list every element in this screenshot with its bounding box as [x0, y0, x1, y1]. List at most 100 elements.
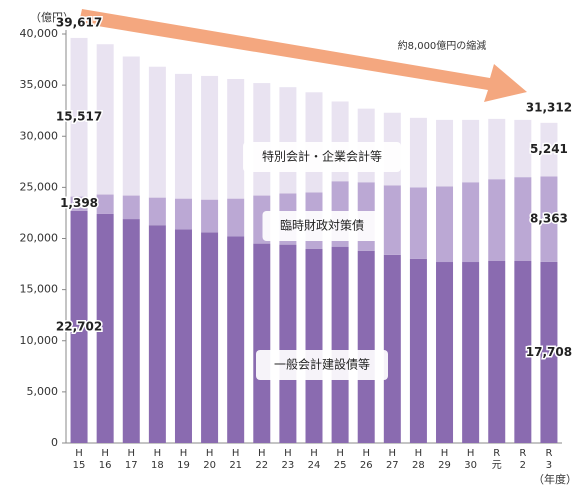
bar-segment — [227, 236, 245, 443]
y-tick-label: 10,000 — [20, 334, 59, 347]
total-label: 31,312 — [526, 100, 572, 114]
y-tick-label: 25,000 — [20, 180, 59, 193]
x-tick-label: H — [75, 448, 83, 459]
bar-segment — [148, 225, 166, 443]
bar-segment — [96, 194, 114, 214]
x-tick-label: H — [336, 448, 344, 459]
value-label: 22,702 — [56, 319, 102, 333]
y-tick-label: 0 — [51, 436, 58, 449]
x-tick-label: H — [258, 448, 266, 459]
bar-segment — [279, 87, 297, 194]
bar-segment — [253, 83, 271, 196]
bar-segment — [96, 44, 114, 195]
x-unit: （年度） — [533, 472, 577, 486]
x-tick-label: R — [545, 448, 552, 459]
bar-segment — [70, 210, 88, 443]
x-tick-label: H — [180, 448, 188, 459]
bar-segment — [488, 260, 506, 443]
bar-segment — [201, 75, 219, 200]
x-tick-label: R — [519, 448, 526, 459]
bar-segment — [409, 187, 427, 259]
bar-segment — [436, 262, 454, 443]
bar-segment — [540, 176, 558, 262]
bar-segment — [253, 243, 271, 443]
bar-segment — [357, 250, 375, 443]
bar-segment — [305, 248, 323, 443]
x-tick-label: 29 — [438, 460, 451, 471]
y-tick-label: 35,000 — [20, 78, 59, 91]
x-tick-label: 20 — [203, 460, 216, 471]
bar-segment — [122, 219, 140, 443]
x-tick-label: H — [232, 448, 240, 459]
bar-segment — [462, 262, 480, 443]
bar-segment — [540, 261, 558, 443]
x-tick-label: 19 — [177, 460, 190, 471]
series-label-box — [256, 350, 388, 380]
x-tick-label: H — [206, 448, 214, 459]
x-tick-label: 15 — [73, 460, 86, 471]
x-tick-label: 3 — [546, 460, 552, 471]
x-tick-label: 23 — [282, 460, 295, 471]
bar-segment — [514, 177, 532, 261]
x-tick-label: 18 — [151, 460, 164, 471]
series-label-box — [262, 211, 382, 241]
bar-segment — [70, 196, 88, 211]
x-tick-label: 28 — [412, 460, 425, 471]
bar-segment — [174, 198, 192, 230]
value-label: 1,398 — [60, 196, 98, 210]
bar-segment — [488, 179, 506, 261]
x-tick-label: R — [493, 448, 500, 459]
value-label: 5,241 — [530, 142, 568, 156]
y-unit: （億円） — [30, 11, 74, 24]
bar-segment — [122, 56, 140, 196]
y-tick-label: 20,000 — [20, 232, 59, 245]
series-label: 一般会計建設債等 — [274, 357, 370, 372]
bar-segment — [279, 244, 297, 443]
x-tick-label: H — [362, 448, 370, 459]
bar-segment — [409, 117, 427, 188]
total-label: 39,617 — [56, 15, 102, 29]
x-tick-label: H — [310, 448, 318, 459]
bar-segment — [174, 73, 192, 199]
x-tick-label: 17 — [125, 460, 138, 471]
bar-segment — [462, 182, 480, 263]
x-tick-label: 24 — [308, 460, 321, 471]
x-tick-label: H — [415, 448, 423, 459]
x-tick-label: H — [154, 448, 162, 459]
bar-segment — [201, 199, 219, 233]
y-tick-label: 15,000 — [20, 283, 59, 296]
x-tick-label: 2 — [520, 460, 526, 471]
series-label: 特別会計・企業会計等 — [262, 149, 382, 164]
x-tick-label: 30 — [464, 460, 477, 471]
x-tick-label: H — [127, 448, 135, 459]
value-label: 15,517 — [56, 110, 102, 124]
bar-segment — [488, 118, 506, 180]
y-tick-label: 40,000 — [20, 27, 59, 40]
value-label: 8,363 — [530, 212, 568, 226]
bar-segment — [383, 254, 401, 443]
x-tick-label: 22 — [255, 460, 268, 471]
x-tick-label: H — [441, 448, 449, 459]
bar-segment — [96, 213, 114, 443]
x-tick-label: 21 — [229, 460, 242, 471]
bar-segment — [331, 246, 349, 443]
bar-segment — [122, 195, 140, 220]
series-label: 臨時財政対策債 — [280, 218, 364, 233]
series-label-box — [243, 142, 401, 172]
bar-segment — [540, 122, 558, 177]
bar-segment — [383, 185, 401, 255]
bar-segment — [409, 258, 427, 443]
bar-segment — [148, 66, 166, 198]
x-tick-label: H — [467, 448, 475, 459]
trend-arrow — [79, 9, 527, 102]
x-tick-label: 25 — [334, 460, 347, 471]
x-tick-label: 27 — [386, 460, 399, 471]
bar-segment — [227, 78, 245, 199]
x-tick-label: H — [101, 448, 109, 459]
bar-segment — [174, 229, 192, 443]
bar-segment — [436, 186, 454, 263]
annotation: 約8,000億円の縮減 — [398, 39, 487, 52]
bar-segment — [148, 197, 166, 226]
bar-segment — [227, 198, 245, 237]
